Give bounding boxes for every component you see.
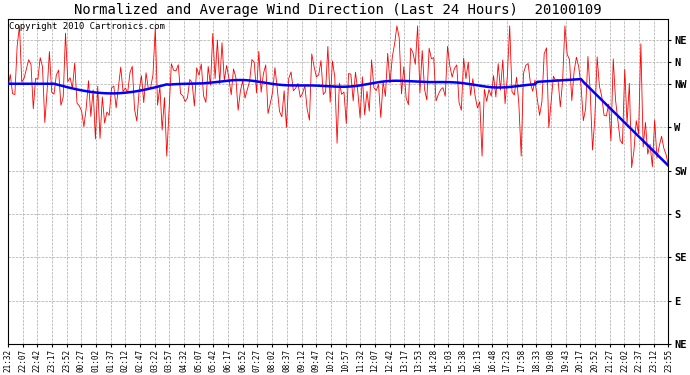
Text: Copyright 2010 Cartronics.com: Copyright 2010 Cartronics.com: [9, 22, 165, 31]
Title: Normalized and Average Wind Direction (Last 24 Hours)  20100109: Normalized and Average Wind Direction (L…: [75, 3, 602, 18]
